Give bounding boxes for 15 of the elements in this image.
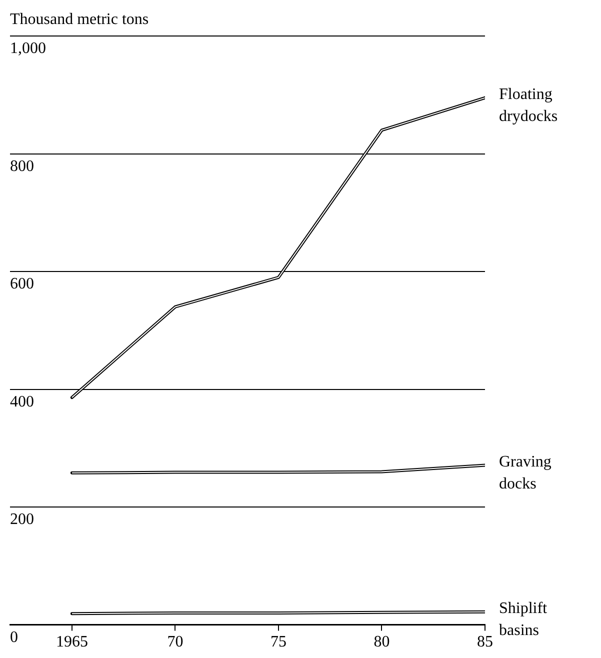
y-tick-label: 0 <box>10 629 18 646</box>
x-tick-label: 75 <box>270 634 286 651</box>
series-label: Floating drydocks <box>499 86 558 126</box>
y-tick-label: 800 <box>10 158 34 175</box>
series-label: Graving docks <box>499 453 552 492</box>
y-tick-label: 200 <box>10 511 34 528</box>
x-tick-label: 80 <box>374 634 390 651</box>
y-tick-label: 600 <box>10 276 34 293</box>
y-tick-label: 400 <box>10 393 34 410</box>
x-tick-label: 70 <box>167 634 184 651</box>
y-tick-label: 1,000 <box>10 40 46 58</box>
x-tick-label: 1965 <box>56 634 88 651</box>
y-axis-title: Thousand metric tons <box>10 11 149 28</box>
series-label: Shiplift basins <box>499 600 548 640</box>
x-tick-label: 85 <box>477 634 493 651</box>
